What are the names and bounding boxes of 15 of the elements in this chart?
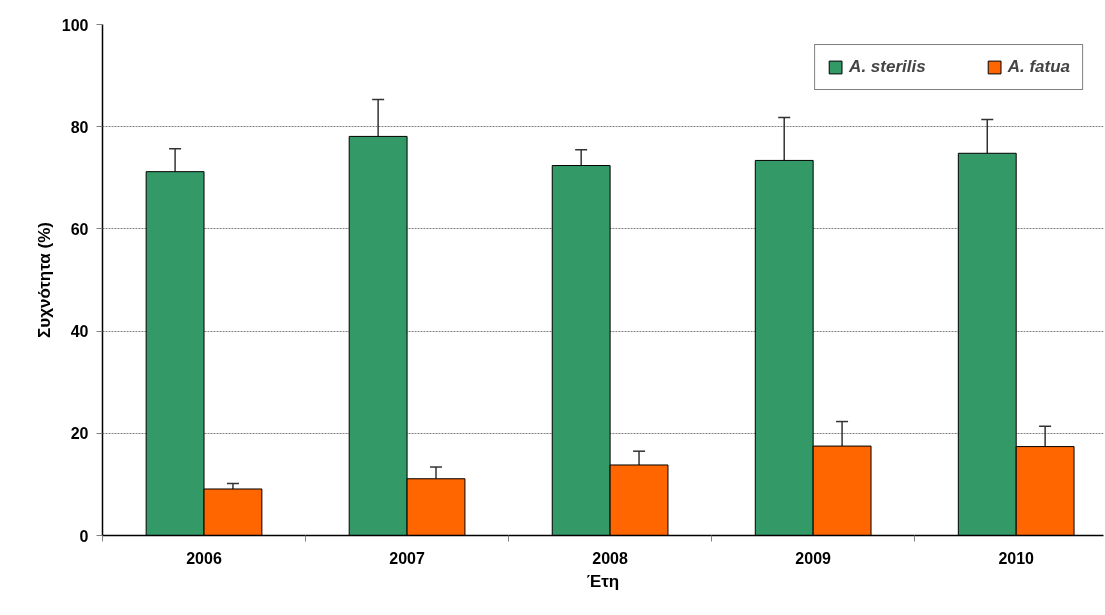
y-tick-label: 20: [70, 425, 89, 443]
y-tick-label: 40: [70, 323, 89, 341]
y-tick-label: 60: [70, 220, 89, 238]
x-tick-label: 2009: [795, 549, 832, 567]
legend-label: A. sterilis: [849, 57, 926, 77]
x-tick-label: 2006: [186, 549, 222, 567]
y-tick-label: 80: [70, 118, 89, 136]
x-tick-label: 2007: [389, 549, 425, 567]
y-tick-label: 100: [61, 16, 89, 34]
x-tick-label: 2010: [998, 549, 1035, 567]
legend-label: A. fatua: [1007, 57, 1070, 77]
x-axis-title: Έτη: [586, 571, 620, 591]
x-tick-label: 2008: [592, 549, 628, 567]
y-axis-title: Συχνότητα (%): [34, 222, 54, 338]
y-tick-label: 0: [79, 527, 89, 545]
